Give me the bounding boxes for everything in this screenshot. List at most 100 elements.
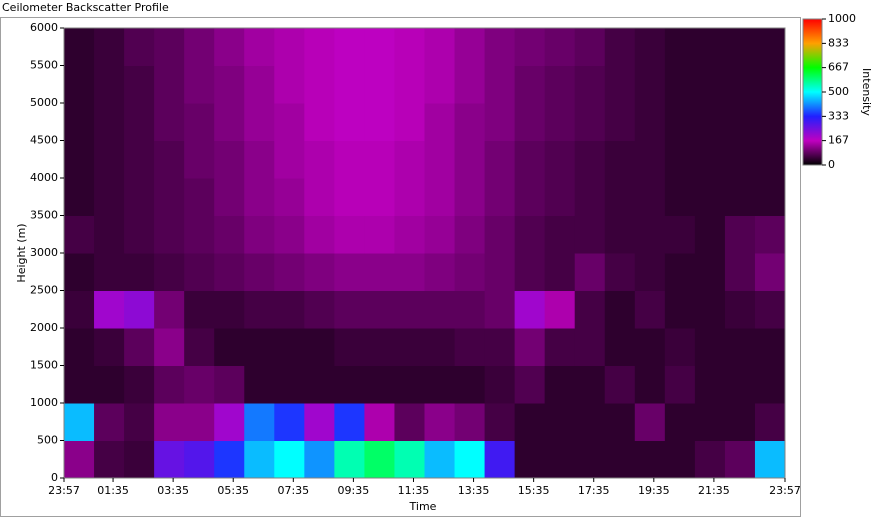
heatmap-cell bbox=[244, 28, 275, 66]
heatmap-cell bbox=[454, 403, 486, 441]
heatmap-cell bbox=[94, 140, 125, 179]
heatmap-cell bbox=[484, 178, 516, 216]
heatmap-cell bbox=[394, 65, 425, 104]
x-tick-label: 19:35 bbox=[638, 484, 670, 497]
heatmap-cell bbox=[124, 103, 155, 141]
heatmap-cell bbox=[754, 365, 786, 404]
heatmap-cell bbox=[64, 290, 95, 329]
heatmap-cell bbox=[154, 103, 185, 141]
y-tick-label: 6000 bbox=[30, 21, 58, 34]
heatmap-cell bbox=[394, 28, 425, 66]
heatmap-cell bbox=[214, 328, 245, 366]
heatmap-cell bbox=[274, 140, 305, 179]
heatmap-cell bbox=[454, 215, 486, 254]
heatmap-cell bbox=[574, 28, 606, 66]
heatmap-cell bbox=[694, 65, 726, 104]
heatmap-cell bbox=[364, 253, 395, 291]
heatmap-cell bbox=[424, 253, 456, 291]
heatmap-cell bbox=[214, 140, 245, 179]
heatmap-cell bbox=[94, 403, 125, 441]
heatmap-cell bbox=[64, 403, 95, 441]
y-tick-label: 2500 bbox=[30, 284, 58, 297]
heatmap-cell bbox=[94, 440, 125, 479]
heatmap-cell bbox=[604, 103, 636, 141]
heatmap-cell bbox=[64, 215, 95, 254]
y-tick-label: 2000 bbox=[30, 321, 58, 334]
heatmap-cell bbox=[274, 290, 305, 329]
heatmap-cell bbox=[184, 440, 215, 479]
heatmap-cell bbox=[304, 215, 335, 254]
heatmap-cell bbox=[754, 290, 786, 329]
heatmap-cell bbox=[304, 365, 335, 404]
y-tick-label: 500 bbox=[37, 434, 58, 447]
x-tick-label: 07:35 bbox=[277, 484, 309, 497]
y-tick-label: 0 bbox=[51, 471, 58, 484]
heatmap-cell bbox=[334, 365, 365, 404]
y-tick-label: 3500 bbox=[30, 209, 58, 222]
heatmap-cell bbox=[184, 28, 215, 66]
heatmap-cell bbox=[334, 328, 365, 366]
heatmap-cell bbox=[514, 215, 546, 254]
heatmap-cell bbox=[364, 140, 395, 179]
heatmap-cell bbox=[274, 328, 305, 366]
heatmap-cell bbox=[214, 103, 245, 141]
heatmap-cell bbox=[214, 365, 245, 404]
heatmap-cell bbox=[334, 290, 365, 329]
heatmap-cell bbox=[634, 328, 666, 366]
heatmap-cell bbox=[514, 65, 546, 104]
heatmap-cell bbox=[724, 140, 756, 179]
heatmap-cell bbox=[64, 140, 95, 179]
heatmap-cell bbox=[124, 365, 155, 404]
heatmap-cell bbox=[634, 215, 666, 254]
heatmap-cell bbox=[124, 253, 155, 291]
heatmap-cell bbox=[484, 328, 516, 366]
heatmap-cell bbox=[664, 103, 696, 141]
x-tick-label: 17:35 bbox=[578, 484, 610, 497]
heatmap-cell bbox=[184, 215, 215, 254]
heatmap-cell bbox=[394, 140, 425, 179]
colorbar-tick-label: 167 bbox=[828, 134, 849, 147]
heatmap-cell bbox=[184, 103, 215, 141]
heatmap-cell bbox=[634, 103, 666, 141]
heatmap-cell bbox=[754, 328, 786, 366]
heatmap-cell bbox=[364, 28, 395, 66]
heatmap-cell bbox=[664, 403, 696, 441]
heatmap-cell bbox=[424, 365, 456, 404]
heatmap-cell bbox=[664, 290, 696, 329]
heatmap-cell bbox=[544, 178, 576, 216]
heatmap-cell bbox=[484, 103, 516, 141]
heatmap-cell bbox=[274, 365, 305, 404]
heatmap-cell bbox=[124, 403, 155, 441]
heatmap-cell bbox=[754, 103, 786, 141]
heatmap-cell bbox=[574, 365, 606, 404]
heatmap-cell bbox=[154, 328, 185, 366]
heatmap-cell bbox=[304, 253, 335, 291]
heatmap-cell bbox=[754, 65, 786, 104]
heatmap-cell bbox=[394, 290, 425, 329]
heatmap-cell bbox=[184, 253, 215, 291]
heatmap-cell bbox=[634, 403, 666, 441]
heatmap-cell bbox=[424, 140, 456, 179]
heatmap-cell bbox=[514, 28, 546, 66]
x-tick-label: 15:35 bbox=[518, 484, 550, 497]
heatmap-cell bbox=[304, 440, 335, 479]
heatmap-cell bbox=[274, 65, 305, 104]
heatmap-cell bbox=[694, 140, 726, 179]
heatmap-cell bbox=[694, 403, 726, 441]
x-tick-label: 21:35 bbox=[698, 484, 730, 497]
heatmap-cell bbox=[574, 178, 606, 216]
heatmap-cell bbox=[544, 215, 576, 254]
heatmap-cell bbox=[724, 440, 756, 479]
heatmap-cell bbox=[574, 253, 606, 291]
heatmap-cell bbox=[94, 28, 125, 66]
heatmap-cell bbox=[394, 103, 425, 141]
heatmap-cell bbox=[544, 140, 576, 179]
heatmap-cell bbox=[364, 215, 395, 254]
heatmap-cell bbox=[754, 140, 786, 179]
heatmap-cell bbox=[634, 253, 666, 291]
heatmap-cell bbox=[484, 365, 516, 404]
heatmap-cell bbox=[364, 65, 395, 104]
heatmap-cell bbox=[94, 365, 125, 404]
heatmap-cell bbox=[394, 215, 425, 254]
heatmap-cell bbox=[724, 215, 756, 254]
